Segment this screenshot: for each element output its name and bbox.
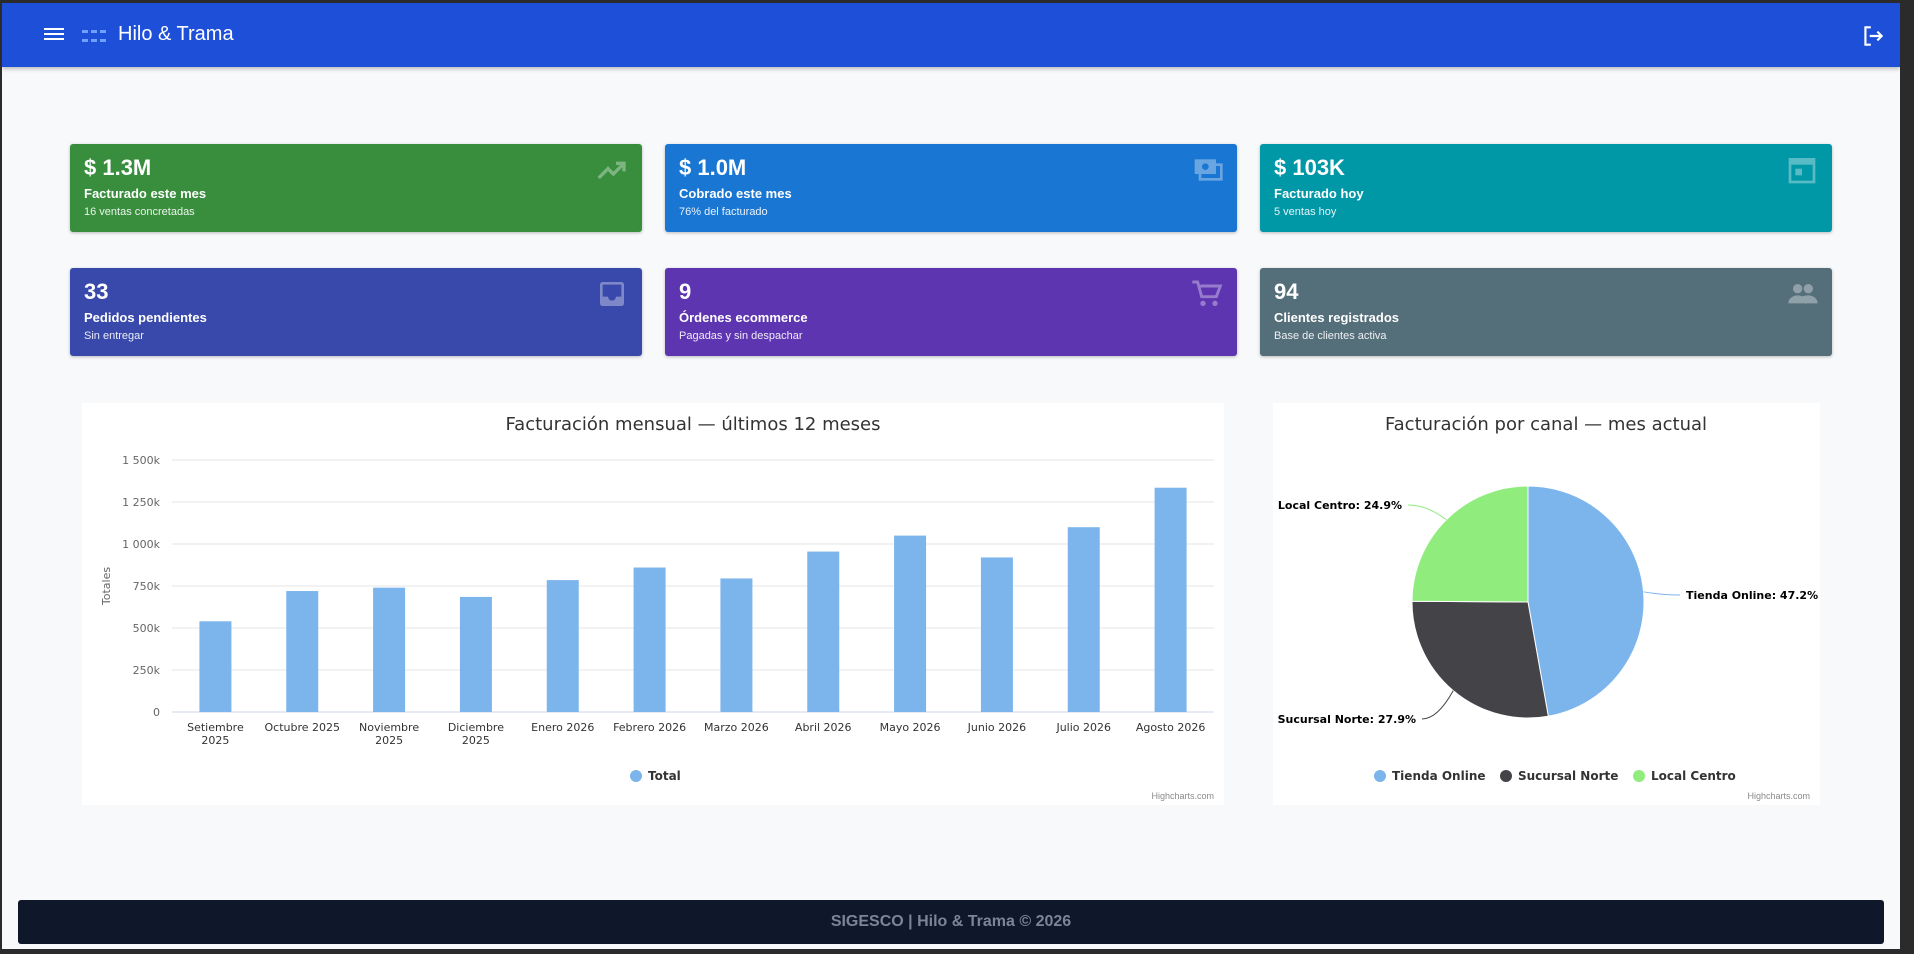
chart-title: Facturación mensual — últimos 12 meses (505, 414, 880, 435)
kpi-value: $ 1.3M (84, 155, 152, 180)
kpi-sub: 76% del facturado (679, 206, 768, 218)
kpi-value: $ 103K (1274, 155, 1345, 180)
bar (373, 587, 406, 712)
legend-marker (1374, 770, 1386, 782)
app-title: Hilo & Trama (118, 23, 234, 45)
footer: SIGESCO | Hilo & Trama © 2026 (18, 900, 1884, 944)
pie-chart-panel: Facturación por canal — mes actual Tienda… (1273, 403, 1820, 805)
x-tick-label: Abril 2026 (795, 721, 852, 734)
kpi-card-cobrado-mes: $ 1.0M Cobrado este mes 76% del facturad… (665, 144, 1237, 232)
kpi-label: Órdenes ecommerce (679, 310, 808, 325)
kpi-label: Pedidos pendientes (84, 310, 207, 325)
kpi-value: 33 (84, 279, 109, 304)
chart-title: Facturación por canal — mes actual (1385, 414, 1707, 435)
kpi-sub: Pagadas y sin despachar (679, 330, 803, 342)
x-tick-label: Mayo 2026 (880, 721, 941, 734)
kpi-card-ordenes-ecommerce: 9 Órdenes ecommerce Pagadas y sin despac… (665, 268, 1237, 356)
trending-up-icon (596, 154, 628, 186)
legend-label: Sucursal Norte (1518, 769, 1618, 783)
connector-line (1643, 591, 1681, 596)
legend-marker (630, 770, 642, 782)
x-tick-label: Diciembre 2025 (448, 721, 504, 747)
bar (459, 596, 492, 712)
inbox-icon (596, 278, 628, 310)
legend-label: Total (648, 769, 681, 783)
kpi-value: 94 (1274, 279, 1299, 304)
x-tick-label: Marzo 2026 (704, 721, 769, 734)
bar (1067, 527, 1100, 712)
y-tick-label: 250k (133, 664, 161, 677)
kpi-sub: Base de clientes activa (1274, 330, 1387, 342)
kpi-card-clientes-registrados: 94 Clientes registrados Base de clientes… (1260, 268, 1832, 356)
y-tick-label: 1 250k (122, 496, 160, 509)
kpi-sub: Sin entregar (84, 330, 144, 342)
x-tick-label: Junio 2026 (967, 721, 1026, 734)
pie-chart: Facturación por canal — mes actual Tienda… (1278, 414, 1819, 783)
kpi-card-facturado-mes: $ 1.3M Facturado este mes 16 ventas conc… (70, 144, 642, 232)
kpi-value: $ 1.0M (679, 155, 747, 180)
x-tick-label: Agosto 2026 (1136, 721, 1206, 734)
x-tick-label: Octubre 2025 (264, 721, 340, 734)
legend: Tienda Online Sucursal Norte Local Centro (1374, 769, 1736, 783)
menu-icon[interactable] (42, 25, 66, 45)
kpi-label: Facturado hoy (1274, 186, 1364, 201)
bar (980, 557, 1013, 712)
bar-chart: Facturación mensual — últimos 12 meses 0 2… (100, 414, 1214, 783)
data-label: Tienda Online: 47.2% (1686, 589, 1818, 602)
kpi-card-pedidos-pendientes: 33 Pedidos pendientes Sin entregar (70, 268, 642, 356)
bar (199, 621, 232, 712)
pie-slice (1527, 485, 1645, 717)
chart-credit[interactable]: Highcharts.com (1747, 791, 1810, 801)
pie-slice (1411, 485, 1529, 603)
bar (633, 567, 666, 712)
bar (286, 591, 319, 712)
x-tick-label: Julio 2026 (1055, 721, 1111, 734)
kpi-value: 9 (679, 279, 692, 304)
bar (1154, 487, 1187, 712)
kpi-label: Facturado este mes (84, 186, 207, 201)
bar (720, 578, 753, 712)
logo-icon (82, 30, 108, 44)
app-window: Hilo & Trama $ 1.3M Facturado este mes 1… (2, 3, 1900, 949)
legend-marker (1500, 770, 1512, 782)
legend-label: Tienda Online (1392, 769, 1486, 783)
bar (894, 535, 927, 712)
x-tick-label: Noviembre 2025 (359, 721, 419, 747)
legend-label: Local Centro (1651, 769, 1736, 783)
y-tick-label: 500k (133, 622, 161, 635)
kpi-label: Clientes registrados (1274, 310, 1399, 325)
y-tick-label: 1 500k (122, 454, 160, 467)
y-tick-label: 1 000k (122, 538, 160, 551)
legend-marker (1633, 770, 1645, 782)
connector-line (1407, 504, 1447, 521)
bar-chart-panel: Facturación mensual — últimos 12 meses 0 2… (82, 403, 1224, 805)
pie-slice (1411, 600, 1549, 719)
y-tick-label: 0 (153, 706, 160, 719)
kpi-sub: 16 ventas concretadas (84, 206, 195, 218)
bar (807, 551, 840, 712)
data-label: Sucursal Norte: 27.9% (1278, 713, 1416, 726)
payments-icon (1191, 154, 1223, 186)
calendar-icon (1786, 154, 1818, 186)
kpi-card-facturado-hoy: $ 103K Facturado hoy 5 ventas hoy (1260, 144, 1832, 232)
logout-icon[interactable] (1860, 23, 1886, 49)
x-tick-label: Setiembre 2025 (187, 721, 244, 747)
data-label: Local Centro: 24.9% (1278, 499, 1402, 512)
legend: Total (630, 769, 681, 783)
x-tick-label: Enero 2026 (531, 721, 594, 734)
kpi-label: Cobrado este mes (679, 186, 792, 201)
chart-credit[interactable]: Highcharts.com (1151, 791, 1214, 801)
top-app-bar: Hilo & Trama (2, 3, 1900, 67)
bar (546, 580, 579, 712)
x-tick-label: Febrero 2026 (613, 721, 686, 734)
kpi-sub: 5 ventas hoy (1274, 206, 1337, 218)
y-axis-title: Totales (100, 567, 113, 606)
connector-line (1421, 690, 1454, 720)
y-tick-label: 750k (133, 580, 161, 593)
cart-icon (1191, 278, 1223, 310)
people-icon (1786, 278, 1818, 310)
